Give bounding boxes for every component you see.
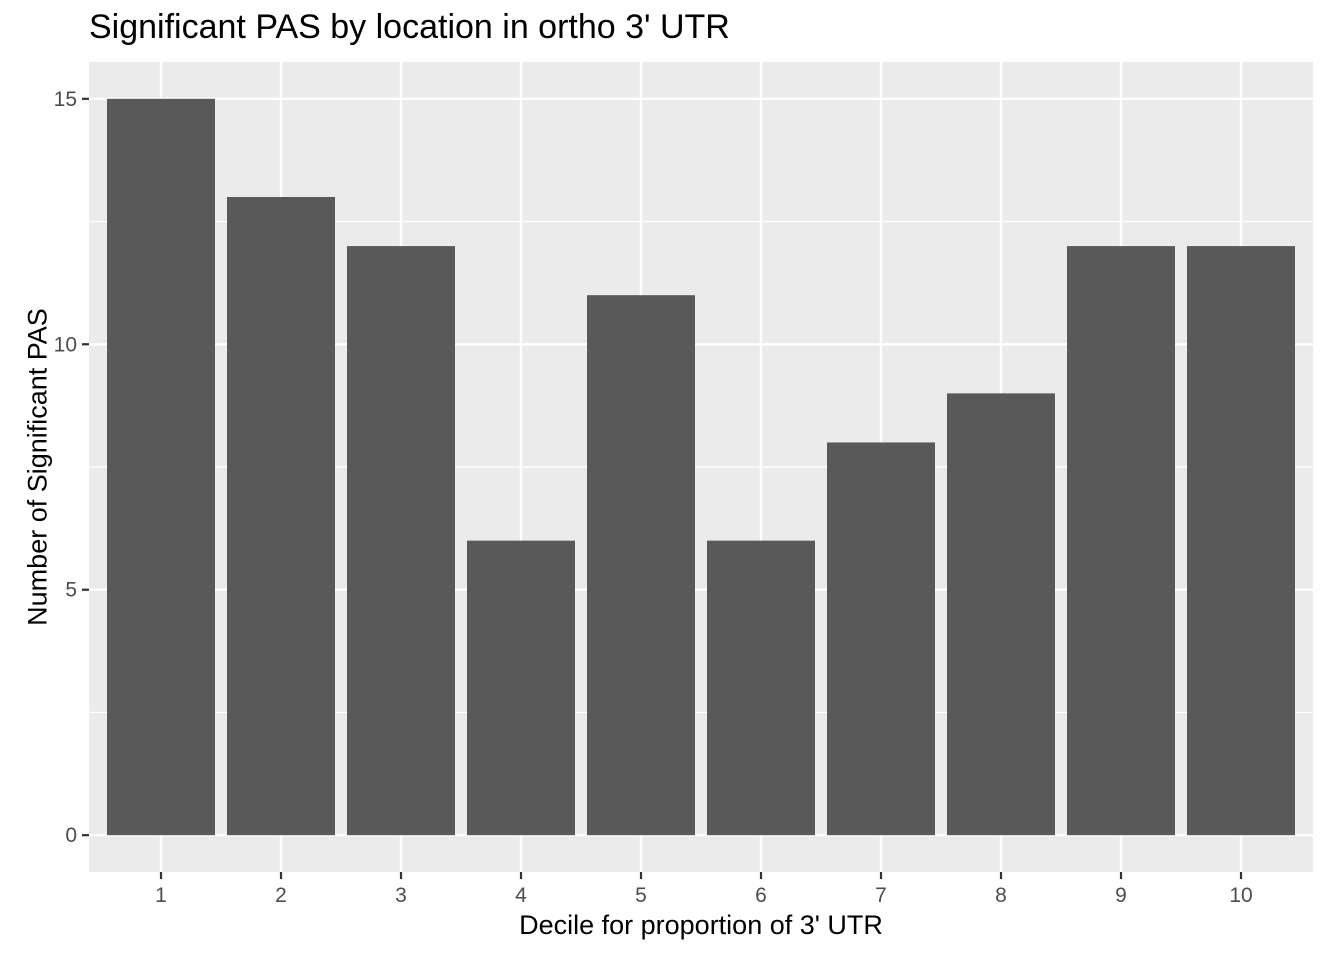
bar-1 [107,98,215,836]
y-tick-label: 15 [54,88,77,111]
bar-9 [1067,246,1175,836]
x-tick-label: 1 [155,884,167,907]
bar-6 [707,540,815,836]
bar-10 [1187,246,1295,836]
bar-4 [467,540,575,836]
bar-2 [227,197,335,836]
x-tick-label: 10 [1229,884,1252,907]
x-tick-label: 4 [515,884,527,907]
bar-5 [587,295,695,836]
chart-title: Significant PAS by location in ortho 3' … [89,8,730,46]
x-tick-label: 5 [635,884,647,907]
bar-7 [827,442,935,836]
x-tick-label: 3 [395,884,407,907]
y-tick-label: 10 [54,333,77,356]
x-tick-label: 6 [755,884,767,907]
x-tick-label: 9 [1115,884,1127,907]
bar-8 [947,393,1055,836]
bar-3 [347,246,455,836]
x-axis-label: Decile for proportion of 3' UTR [519,910,883,940]
x-tick-label: 8 [995,884,1007,907]
y-tick-label: 5 [65,579,77,602]
x-tick-label: 2 [275,884,287,907]
x-tick-label: 7 [875,884,887,907]
y-tick-label: 0 [65,824,77,847]
